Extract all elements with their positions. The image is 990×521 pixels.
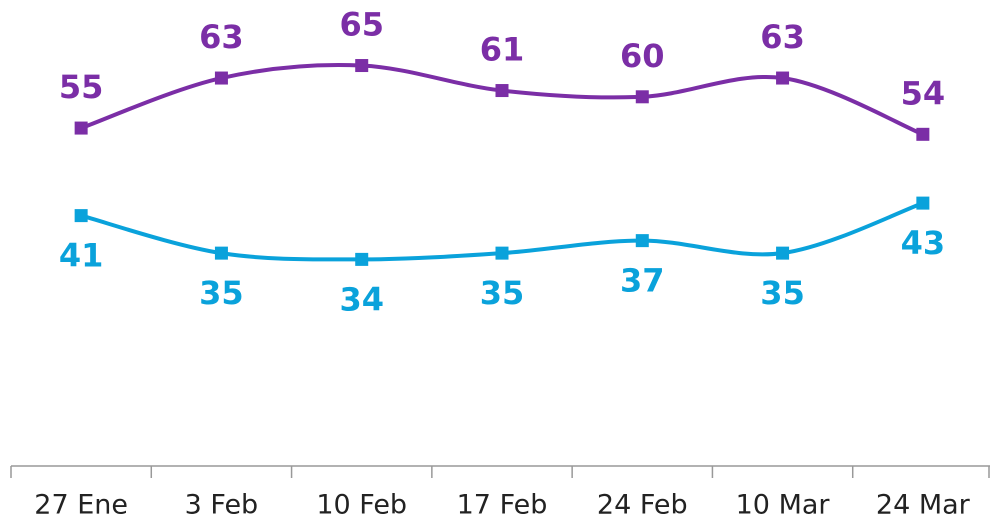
x-tick-label: 24 Feb	[597, 490, 688, 521]
point-marker	[916, 196, 930, 210]
x-tick-label: 3 Feb	[185, 490, 259, 521]
point-marker	[214, 246, 228, 260]
x-tick-label: 17 Feb	[457, 490, 548, 521]
data-label: 63	[760, 18, 805, 56]
data-label: 63	[199, 18, 244, 56]
point-marker	[214, 71, 228, 85]
x-tick-label: 10 Mar	[736, 490, 831, 521]
point-marker	[916, 127, 930, 141]
data-label: 35	[760, 274, 805, 312]
series-line	[80, 63, 924, 137]
data-label: 43	[901, 224, 946, 262]
data-label: 41	[59, 237, 104, 275]
data-label: 37	[620, 262, 665, 300]
data-label: 34	[339, 280, 384, 318]
point-marker	[355, 59, 369, 73]
x-tick-label: 27 Ene	[34, 490, 128, 521]
data-label: 35	[480, 274, 525, 312]
point-marker	[776, 246, 790, 260]
point-marker	[776, 71, 790, 85]
data-label: 65	[339, 6, 384, 44]
point-marker	[355, 252, 369, 266]
x-tick-label: 10 Feb	[316, 490, 407, 521]
data-label: 55	[59, 68, 104, 106]
point-marker	[74, 209, 88, 223]
data-label: 35	[199, 274, 244, 312]
point-marker	[495, 84, 509, 98]
point-marker	[635, 90, 649, 104]
point-marker	[74, 121, 88, 135]
data-label: 60	[620, 37, 665, 75]
x-tick-label: 24 Mar	[876, 490, 971, 521]
point-marker	[495, 246, 509, 260]
data-label: 61	[480, 31, 525, 69]
data-label: 54	[901, 74, 946, 112]
point-marker	[635, 234, 649, 248]
